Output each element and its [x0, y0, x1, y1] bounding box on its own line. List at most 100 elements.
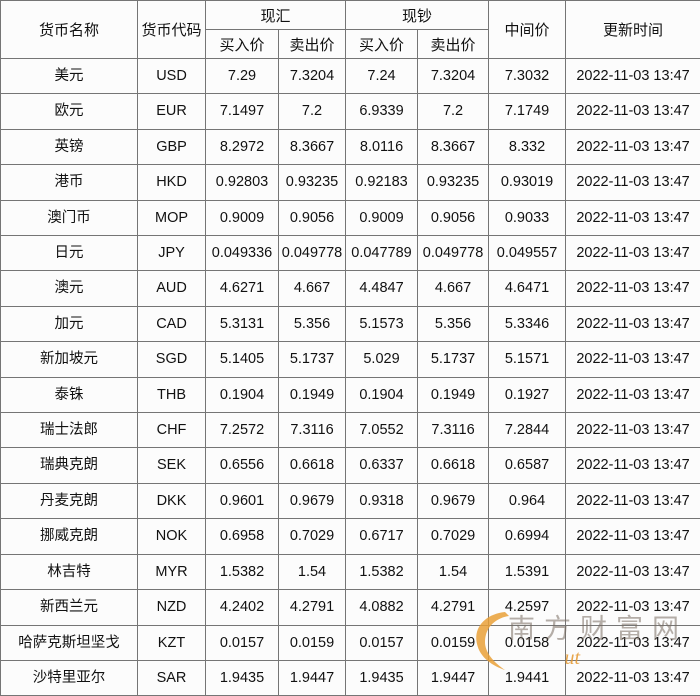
- cell-spot-buy: 7.2572: [206, 413, 279, 448]
- cell-currency-code: CHF: [138, 413, 206, 448]
- cell-currency-code: MYR: [138, 554, 206, 589]
- cell-cash-buy: 0.0157: [346, 625, 418, 660]
- cell-spot-sell: 0.9056: [279, 200, 346, 235]
- cell-middle-rate: 1.9441: [489, 660, 566, 695]
- cell-spot-sell: 8.3667: [279, 129, 346, 164]
- cell-currency-code: KZT: [138, 625, 206, 660]
- cell-spot-buy: 0.9009: [206, 200, 279, 235]
- cell-currency-name: 新西兰元: [1, 590, 138, 625]
- cell-cash-sell: 8.3667: [418, 129, 489, 164]
- cell-spot-sell: 1.9447: [279, 660, 346, 695]
- cell-currency-code: NZD: [138, 590, 206, 625]
- cell-cash-sell: 0.0159: [418, 625, 489, 660]
- cell-currency-name: 新加坡元: [1, 342, 138, 377]
- cell-update-time: 2022-11-03 13:47: [566, 519, 700, 554]
- cell-spot-sell: 4.667: [279, 271, 346, 306]
- cell-cash-sell: 0.7029: [418, 519, 489, 554]
- cell-spot-buy: 0.92803: [206, 165, 279, 200]
- cell-currency-code: EUR: [138, 94, 206, 129]
- cell-spot-buy: 0.0157: [206, 625, 279, 660]
- cell-update-time: 2022-11-03 13:47: [566, 483, 700, 518]
- cell-update-time: 2022-11-03 13:47: [566, 236, 700, 271]
- cell-spot-buy: 5.1405: [206, 342, 279, 377]
- cell-spot-sell: 5.356: [279, 306, 346, 341]
- header-update-time: 更新时间: [566, 1, 700, 59]
- cell-currency-name: 澳门币: [1, 200, 138, 235]
- cell-cash-sell: 4.667: [418, 271, 489, 306]
- cell-cash-buy: 0.9009: [346, 200, 418, 235]
- cell-currency-name: 哈萨克斯坦坚戈: [1, 625, 138, 660]
- cell-currency-code: DKK: [138, 483, 206, 518]
- cell-spot-sell: 0.6618: [279, 448, 346, 483]
- cell-cash-sell: 1.54: [418, 554, 489, 589]
- cell-update-time: 2022-11-03 13:47: [566, 306, 700, 341]
- cell-currency-name: 英镑: [1, 129, 138, 164]
- header-currency-code: 货币代码: [138, 1, 206, 59]
- cell-cash-buy: 8.0116: [346, 129, 418, 164]
- cell-cash-buy: 4.0882: [346, 590, 418, 625]
- cell-spot-buy: 1.5382: [206, 554, 279, 589]
- cell-update-time: 2022-11-03 13:47: [566, 94, 700, 129]
- cell-spot-buy: 4.2402: [206, 590, 279, 625]
- cell-spot-sell: 0.93235: [279, 165, 346, 200]
- cell-middle-rate: 0.0158: [489, 625, 566, 660]
- header-middle-rate: 中间价: [489, 1, 566, 59]
- cell-spot-sell: 4.2791: [279, 590, 346, 625]
- cell-middle-rate: 5.3346: [489, 306, 566, 341]
- cell-cash-buy: 0.92183: [346, 165, 418, 200]
- cell-spot-buy: 8.2972: [206, 129, 279, 164]
- header-cash: 现钞: [346, 1, 489, 30]
- cell-currency-name: 美元: [1, 59, 138, 94]
- cell-currency-code: HKD: [138, 165, 206, 200]
- cell-update-time: 2022-11-03 13:47: [566, 129, 700, 164]
- cell-cash-sell: 7.3116: [418, 413, 489, 448]
- cell-currency-name: 挪威克朗: [1, 519, 138, 554]
- cell-currency-code: THB: [138, 377, 206, 412]
- cell-cash-sell: 7.2: [418, 94, 489, 129]
- cell-cash-buy: 6.9339: [346, 94, 418, 129]
- cell-spot-buy: 0.6556: [206, 448, 279, 483]
- cell-middle-rate: 8.332: [489, 129, 566, 164]
- cell-cash-buy: 5.1573: [346, 306, 418, 341]
- header-cash-buy-price: 买入价: [346, 30, 418, 59]
- cell-middle-rate: 7.1749: [489, 94, 566, 129]
- cell-currency-code: MOP: [138, 200, 206, 235]
- cell-cash-sell: 1.9447: [418, 660, 489, 695]
- cell-currency-name: 瑞士法郎: [1, 413, 138, 448]
- cell-currency-code: CAD: [138, 306, 206, 341]
- cell-cash-buy: 7.0552: [346, 413, 418, 448]
- cell-middle-rate: 0.9033: [489, 200, 566, 235]
- cell-currency-code: AUD: [138, 271, 206, 306]
- cell-spot-buy: 4.6271: [206, 271, 279, 306]
- cell-currency-name: 加元: [1, 306, 138, 341]
- cell-currency-code: NOK: [138, 519, 206, 554]
- cell-update-time: 2022-11-03 13:47: [566, 590, 700, 625]
- cell-currency-name: 沙特里亚尔: [1, 660, 138, 695]
- cell-cash-sell: 4.2791: [418, 590, 489, 625]
- cell-spot-sell: 7.3204: [279, 59, 346, 94]
- cell-spot-sell: 5.1737: [279, 342, 346, 377]
- cell-spot-sell: 0.0159: [279, 625, 346, 660]
- cell-cash-buy: 0.047789: [346, 236, 418, 271]
- cell-spot-buy: 7.29: [206, 59, 279, 94]
- header-spot-exchange: 现汇: [206, 1, 346, 30]
- cell-spot-sell: 0.7029: [279, 519, 346, 554]
- cell-spot-sell: 0.049778: [279, 236, 346, 271]
- cell-currency-name: 日元: [1, 236, 138, 271]
- cell-update-time: 2022-11-03 13:47: [566, 271, 700, 306]
- cell-spot-sell: 0.9679: [279, 483, 346, 518]
- cell-currency-name: 港币: [1, 165, 138, 200]
- cell-spot-sell: 1.54: [279, 554, 346, 589]
- cell-cash-buy: 1.9435: [346, 660, 418, 695]
- cell-spot-sell: 7.2: [279, 94, 346, 129]
- cell-spot-sell: 7.3116: [279, 413, 346, 448]
